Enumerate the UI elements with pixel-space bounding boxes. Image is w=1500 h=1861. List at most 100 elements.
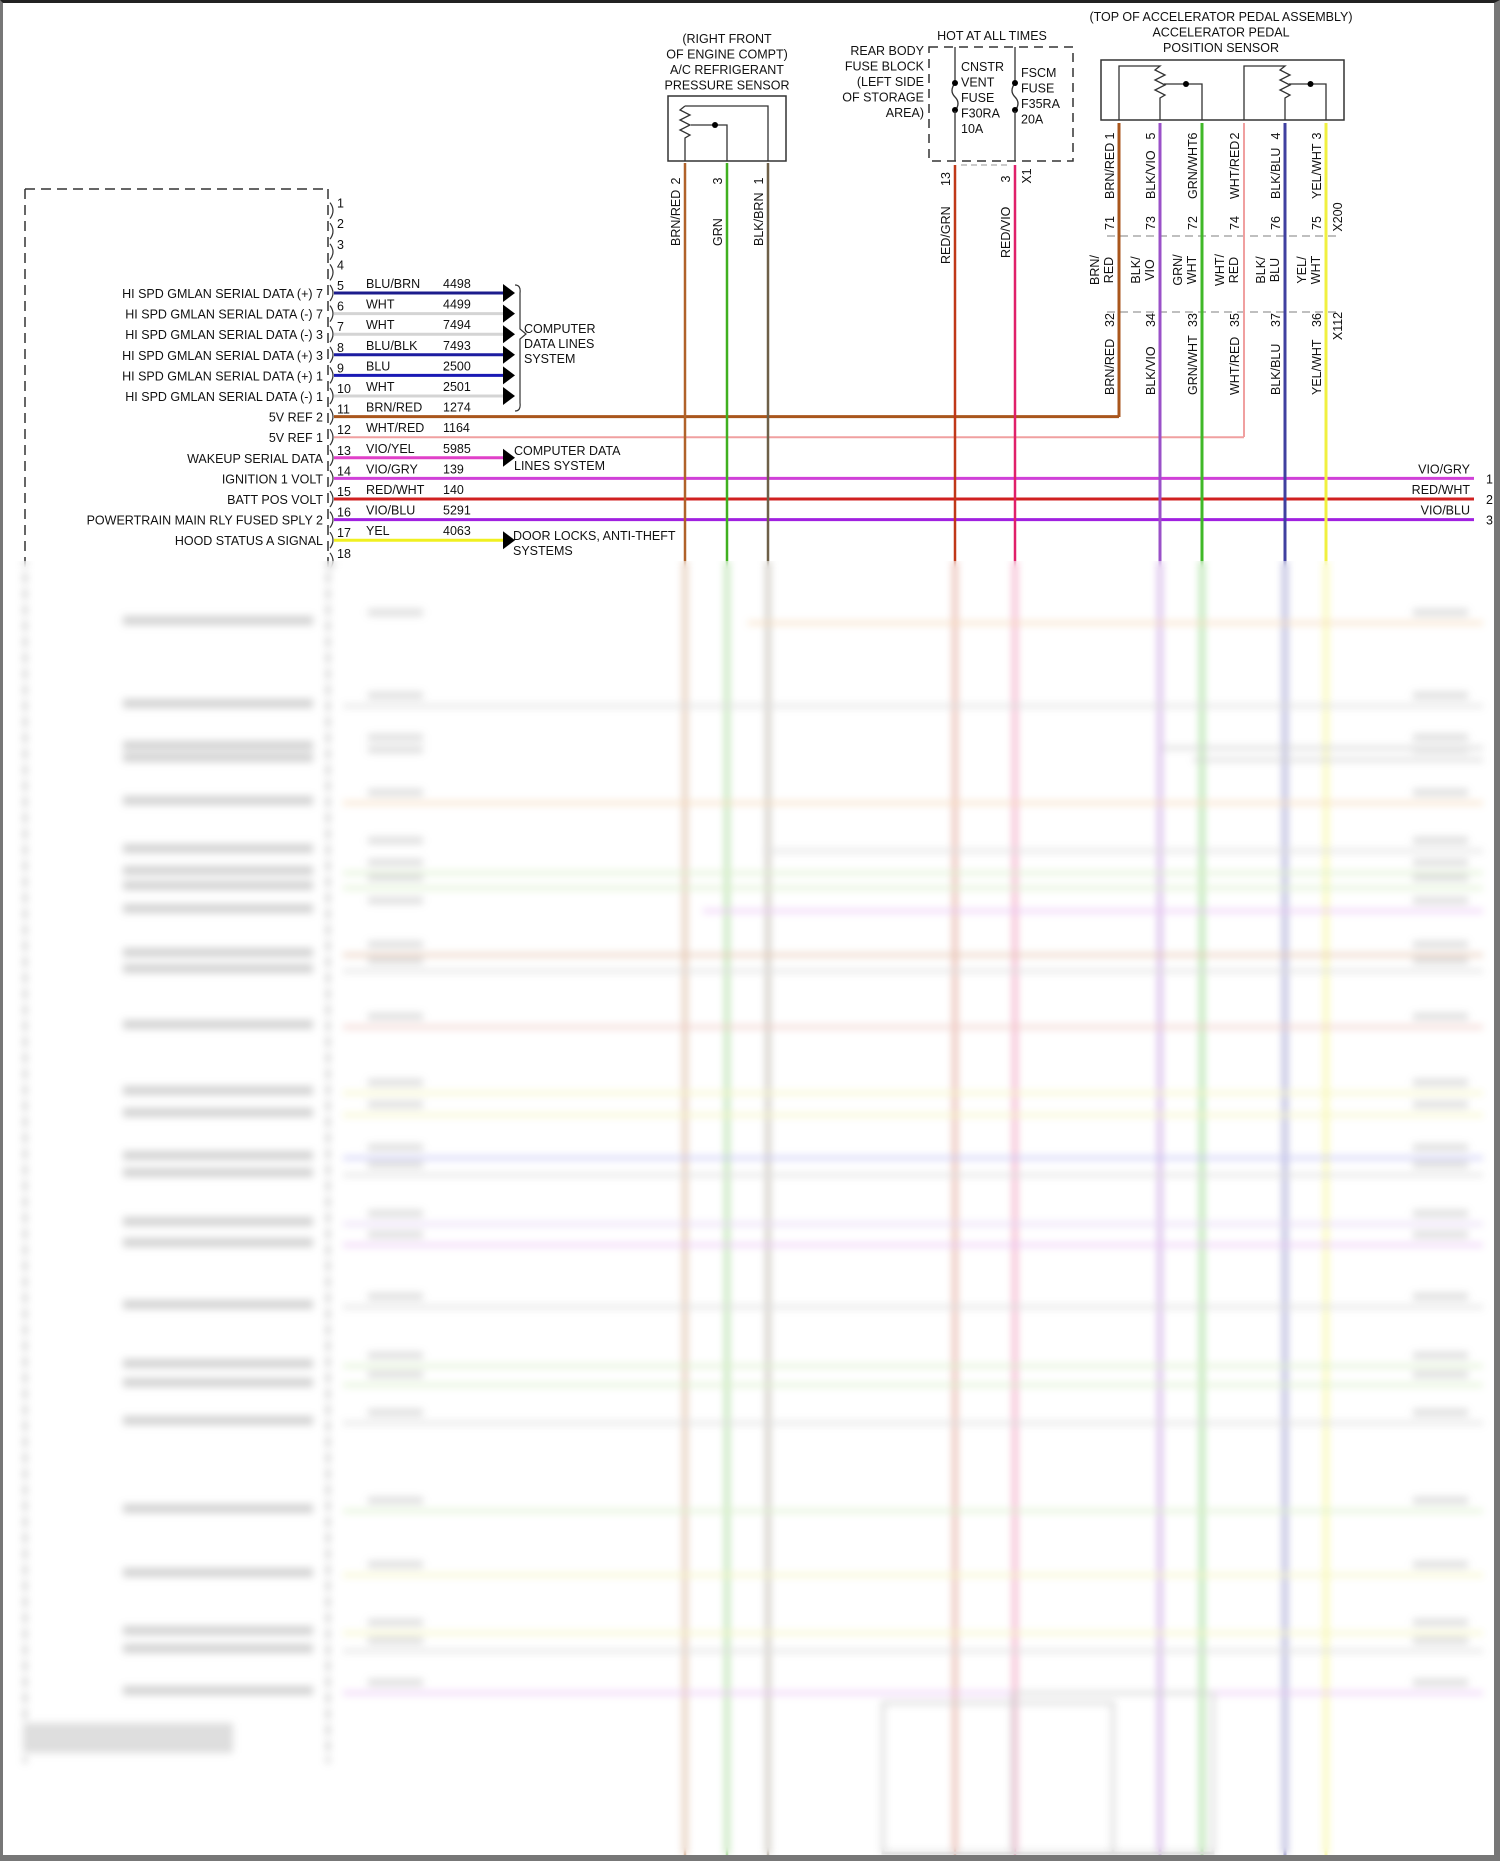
fuse-label: FSCM FUSE F35RA 20A [1021, 66, 1061, 127]
pin-function-label: 5V REF 1 [269, 431, 323, 445]
wire-color-label: BLU/BLK [366, 339, 418, 353]
connector-cavity-icon [329, 367, 334, 384]
pin-function-label: HOOD STATUS A SIGNAL [175, 534, 323, 548]
x112-pin-number: 32 [1103, 313, 1117, 327]
pin-number: 18 [337, 547, 351, 561]
fuse-icon [1011, 82, 1019, 112]
fuse-wire-label: RED/VIO [999, 206, 1013, 258]
app-sensor-wire-label: WHT/RED [1228, 141, 1242, 199]
pin-function-label: IGNITION 1 VOLT [222, 472, 324, 486]
right-connector-pin: 3 [1486, 514, 1493, 528]
app-sensor-wire-label-lower: WHT/RED [1228, 337, 1242, 395]
hot-at-all-times-label: HOT AT ALL TIMES [937, 29, 1047, 43]
fuse-block-title: REAR BODY FUSE BLOCK (LEFT SIDE OF STORAGE A… [842, 44, 924, 120]
connector-cavity-icon [329, 346, 334, 364]
x200-pin-number: 75 [1310, 216, 1324, 230]
brace-icon [514, 284, 527, 412]
x112-pin-number: 35 [1228, 313, 1242, 327]
app-sensor-wire-label-lower: BRN/RED [1103, 339, 1117, 395]
ac-sensor-pin-number: 1 [752, 177, 766, 184]
app-sensor-wire-label-lower: GRN/WHT [1186, 335, 1200, 395]
fuse-icon [951, 82, 959, 112]
app-sensor-wire-label: BLK/VIO [1144, 150, 1158, 199]
right-connector-pin: 1 [1486, 472, 1493, 486]
app-sensor-wire-label-lower: BLK/BLU [1269, 344, 1283, 395]
pin-function-label: HI SPD GMLAN SERIAL DATA (+) 3 [122, 349, 323, 363]
x200-pin-number: 74 [1228, 216, 1242, 230]
arrow-icon [503, 366, 515, 385]
app-mid-wire-label: GRN/WHT [1171, 254, 1199, 286]
fuse-terminal-icon [952, 107, 958, 113]
fuse-terminal-icon [1012, 107, 1018, 113]
x200-pin-number: 72 [1186, 216, 1200, 230]
right-wire-color-label: RED/WHT [1412, 483, 1471, 497]
app-sensor-wire-label: GRN/WHT [1186, 139, 1200, 199]
connector-cavity-icon [329, 305, 334, 322]
pin-number: 7 [337, 320, 344, 334]
right-connector-pin: 2 [1486, 493, 1493, 507]
connector-cavity-icon [329, 490, 334, 508]
connector-cavity-icon [329, 511, 334, 528]
pin-number: 5 [337, 279, 344, 293]
wire-color-label: VIO/YEL [366, 442, 415, 456]
app-sensor-pin-number: 3 [1310, 132, 1324, 139]
pin-function-label: BATT POS VOLT [227, 493, 323, 507]
wire-color-label: WHT/RED [366, 421, 424, 435]
connector-x112-label: X112 [1331, 312, 1345, 340]
junction-dot-icon [712, 122, 718, 128]
pin-number: 13 [337, 444, 351, 458]
fuse-terminal-icon [1012, 80, 1018, 86]
pin-number: 15 [337, 485, 351, 499]
pin-number: 4 [337, 258, 344, 272]
connector-cavity-icon [329, 449, 334, 467]
app-sensor-wire-label-lower: YEL/WHT [1310, 339, 1324, 395]
connector-cavity-icon [329, 408, 334, 425]
pin-function-label: 5V REF 2 [269, 411, 323, 425]
app-sensor-wire-label: YEL/WHT [1310, 143, 1324, 199]
pin-number: 1 [337, 197, 344, 211]
connector-cavity-icon [329, 243, 334, 261]
ac-sensor-title: (RIGHT FRONT OF ENGINE COMPT) A/C REFRIGER… [664, 32, 789, 93]
potentiometer-icon [1243, 65, 1327, 120]
circuit-number: 139 [443, 462, 464, 476]
potentiometer-icon [1118, 65, 1203, 120]
destination-computer-data-lines-2: COMPUTER DATA LINES SYSTEM [514, 444, 621, 473]
connector-x1-label: X1 [1020, 168, 1034, 183]
pin-number: 9 [337, 361, 344, 375]
fuse-terminal-icon [952, 80, 958, 86]
destination-door-locks: DOOR LOCKS, ANTI-THEFT SYSTEMS [513, 529, 676, 558]
wire-color-label: WHT [366, 380, 395, 394]
potentiometer-icon [678, 105, 769, 161]
arrow-icon [503, 448, 515, 467]
x200-pin-number: 73 [1144, 216, 1158, 230]
arrow-icon [503, 387, 515, 405]
connector-x200-label: X200 [1331, 202, 1345, 231]
app-sensor-wire-label: BRN/RED [1103, 143, 1117, 199]
app-mid-wire-label: YEL/WHT [1295, 255, 1323, 284]
wire-color-label: VIO/GRY [366, 462, 419, 476]
x200-pin-number: 76 [1269, 216, 1283, 230]
wire-color-label: BRN/RED [366, 401, 422, 415]
wire-color-label: YEL [366, 524, 390, 538]
app-sensor-wire-label-lower: BLK/VIO [1144, 346, 1158, 395]
circuit-number: 7494 [443, 318, 471, 332]
circuit-number: 2501 [443, 380, 471, 394]
pin-function-label: HI SPD GMLAN SERIAL DATA (-) 3 [125, 328, 323, 342]
wire-color-label: BLU/BRN [366, 277, 420, 291]
pin-function-label: HI SPD GMLAN SERIAL DATA (-) 1 [125, 390, 323, 404]
fuse-pin-number: 13 [939, 172, 953, 186]
ac-sensor-wire-label: BLK/BRN [752, 193, 766, 247]
pin-number: 6 [337, 300, 344, 314]
circuit-number: 4499 [443, 298, 471, 312]
right-wire-color-label: VIO/GRY [1418, 462, 1471, 476]
pin-number: 16 [337, 506, 351, 520]
connector-cavity-icon [329, 387, 334, 405]
app-sensor-pin-number: 6 [1186, 132, 1200, 139]
pin-number: 2 [337, 217, 344, 231]
connector-cavity-icon [329, 428, 334, 446]
wire-color-label: BLU [366, 359, 390, 373]
connector-cavity-icon [329, 222, 334, 240]
fuse-pin-number: 3 [999, 175, 1013, 182]
app-mid-wire-label: BRN/RED [1088, 255, 1116, 285]
app-sensor-pin-number: 5 [1144, 132, 1158, 139]
